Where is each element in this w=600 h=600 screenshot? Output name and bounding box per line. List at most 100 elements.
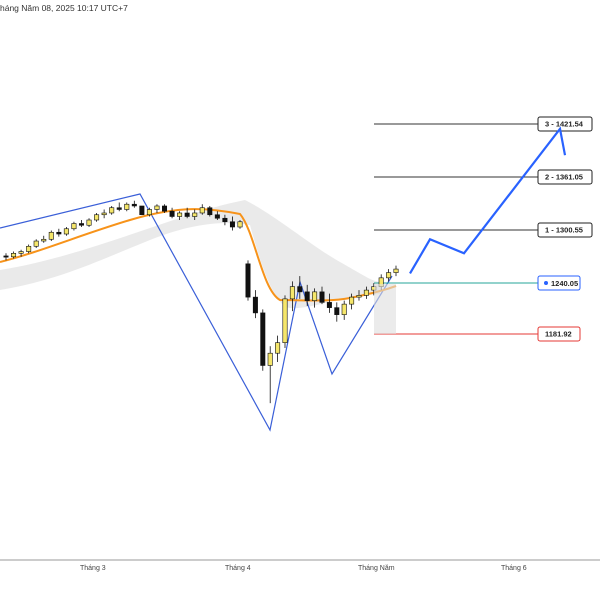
candle-body-up — [11, 253, 17, 258]
candle — [146, 207, 152, 217]
candle-body-up — [48, 231, 54, 240]
candle-body-up — [282, 298, 288, 343]
x-tick-may: Tháng Năm — [358, 565, 395, 572]
x-tick-mar: Tháng 3 — [80, 565, 106, 572]
candle-body-down — [3, 255, 9, 258]
candle-body-up — [199, 207, 205, 214]
candle-body-up — [275, 342, 281, 354]
candle-body-down — [78, 223, 84, 226]
candle-body-down — [214, 214, 220, 219]
date-header: háng Năm 08, 2025 10:17 UTC+7 — [0, 3, 128, 13]
level-label-1: 3 - 1421.54 — [545, 120, 584, 129]
level-box-3 — [537, 222, 593, 238]
level-label-3: 1 - 1300.55 — [545, 226, 583, 235]
level-box-1 — [537, 116, 593, 132]
candle-body-down — [297, 286, 303, 293]
candle — [169, 207, 175, 219]
candle-body-down — [229, 221, 235, 228]
candle — [11, 251, 17, 259]
candle-body-up — [94, 214, 100, 221]
candle — [289, 281, 295, 312]
stop-zone — [374, 284, 396, 334]
candle — [386, 269, 392, 282]
candle-body-up — [26, 245, 32, 252]
candle — [184, 207, 190, 219]
candle-body-up — [177, 212, 183, 217]
candle — [326, 293, 332, 313]
candle-body-up — [86, 219, 92, 226]
candle — [3, 253, 9, 261]
level-label-2: 2 - 1361.05 — [545, 173, 583, 182]
candle-body-down — [169, 210, 175, 217]
candle-body-up — [393, 268, 399, 273]
candle — [297, 276, 303, 299]
candle — [363, 286, 369, 299]
candle-body-up — [109, 207, 115, 214]
candle — [207, 205, 213, 217]
level-label-5: 1181.92 — [545, 330, 572, 339]
candle — [94, 212, 100, 222]
level-4: 1240.05 — [374, 275, 581, 291]
level-box-4 — [537, 275, 581, 291]
candle-body-up — [101, 212, 107, 216]
candle — [56, 228, 62, 237]
level-box-2 — [537, 169, 593, 185]
candle — [214, 211, 220, 220]
candle-body-up — [146, 209, 152, 216]
candle — [63, 227, 69, 236]
ma-band — [0, 200, 380, 309]
candle — [282, 295, 288, 348]
levels-layer: 3 - 1421.54 2 - 1361.05 1 - 1300.55 1240.05… — [374, 116, 593, 342]
candle — [78, 219, 84, 228]
candle-body-down — [184, 212, 190, 217]
candle-body-down — [139, 205, 145, 216]
candle-body-up — [33, 240, 39, 247]
candle-body-up — [386, 272, 392, 279]
candle — [41, 235, 47, 243]
candle — [275, 335, 281, 362]
candle-body-down — [326, 302, 332, 308]
candle-body-down — [56, 231, 62, 235]
candle-body-up — [71, 223, 77, 230]
level-3: 1 - 1300.55 — [374, 222, 593, 238]
candle-body-up — [124, 203, 130, 210]
candle-body-up — [312, 291, 318, 301]
candle — [71, 221, 77, 231]
candle — [116, 202, 122, 212]
candle — [154, 204, 160, 213]
candle-body-up — [267, 352, 273, 366]
candle-body-down — [222, 217, 228, 223]
candle — [267, 346, 273, 404]
candle-body-down — [207, 207, 213, 216]
candle — [101, 209, 107, 219]
candle — [222, 214, 228, 226]
candle — [33, 239, 39, 249]
candle — [26, 244, 32, 254]
candle — [245, 260, 251, 301]
candle-body-down — [319, 291, 325, 303]
candle-body-up — [341, 303, 347, 315]
candle — [252, 290, 258, 319]
candle-body-up — [41, 238, 47, 242]
level-label-4: 1240.05 — [551, 279, 578, 288]
candle — [349, 293, 355, 310]
level-2: 2 - 1361.05 — [374, 169, 593, 185]
candles-layer — [3, 200, 399, 404]
candle-body-down — [162, 205, 168, 212]
candle — [48, 230, 54, 242]
candle-body-up — [192, 212, 198, 217]
candle-body-up — [356, 295, 362, 298]
candle-body-down — [304, 291, 310, 301]
candle — [192, 209, 198, 220]
candle — [18, 249, 24, 257]
candle — [356, 290, 362, 301]
candle — [86, 218, 92, 228]
candle — [177, 211, 183, 220]
candle — [237, 219, 243, 229]
candle — [304, 284, 310, 306]
candle-body-down — [252, 296, 258, 314]
candle — [131, 200, 137, 208]
candle-body-down — [131, 203, 137, 207]
